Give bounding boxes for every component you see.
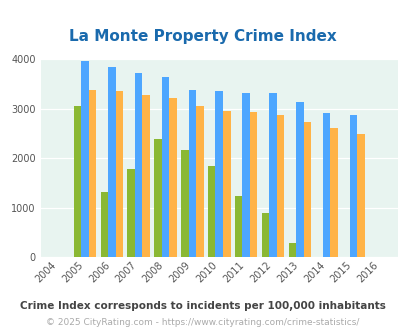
Bar (81, 61, 88, 257)
Text: © 2025 CityRating.com - https://www.cityrating.com/crime-statistics/: © 2025 CityRating.com - https://www.city… (46, 318, 359, 327)
Bar (188, 90, 196, 257)
Bar (234, 195, 242, 257)
Bar (276, 115, 284, 257)
Bar (222, 112, 230, 257)
Bar (181, 150, 188, 257)
Bar (349, 115, 356, 257)
Bar (242, 93, 249, 257)
Bar (356, 134, 364, 257)
Text: Crime Index corresponds to incidents per 100,000 inhabitants: Crime Index corresponds to incidents per… (20, 301, 385, 311)
Bar (215, 91, 222, 257)
Text: La Monte Property Crime Index: La Monte Property Crime Index (69, 29, 336, 44)
Bar (134, 73, 142, 257)
Bar (108, 67, 115, 257)
Bar (161, 77, 169, 257)
Bar (127, 169, 134, 257)
Bar (303, 122, 310, 257)
Bar (115, 91, 123, 257)
Bar (207, 166, 215, 257)
Bar (269, 93, 276, 257)
Bar (330, 128, 337, 257)
Bar (88, 90, 96, 257)
Bar (100, 192, 108, 257)
Bar (154, 139, 161, 257)
Bar (295, 102, 303, 257)
Bar (288, 243, 295, 257)
Bar (249, 112, 257, 257)
Bar (73, 106, 81, 257)
Bar (142, 95, 149, 257)
Bar (169, 98, 176, 257)
Bar (196, 106, 203, 257)
Bar (322, 113, 330, 257)
Bar (261, 213, 269, 257)
